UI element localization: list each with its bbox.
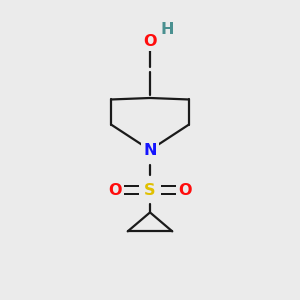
Text: S: S bbox=[144, 183, 156, 198]
Text: H: H bbox=[160, 22, 174, 37]
Text: N: N bbox=[143, 142, 157, 158]
Text: O: O bbox=[108, 183, 122, 198]
Text: O: O bbox=[178, 183, 192, 198]
Text: O: O bbox=[143, 34, 157, 49]
